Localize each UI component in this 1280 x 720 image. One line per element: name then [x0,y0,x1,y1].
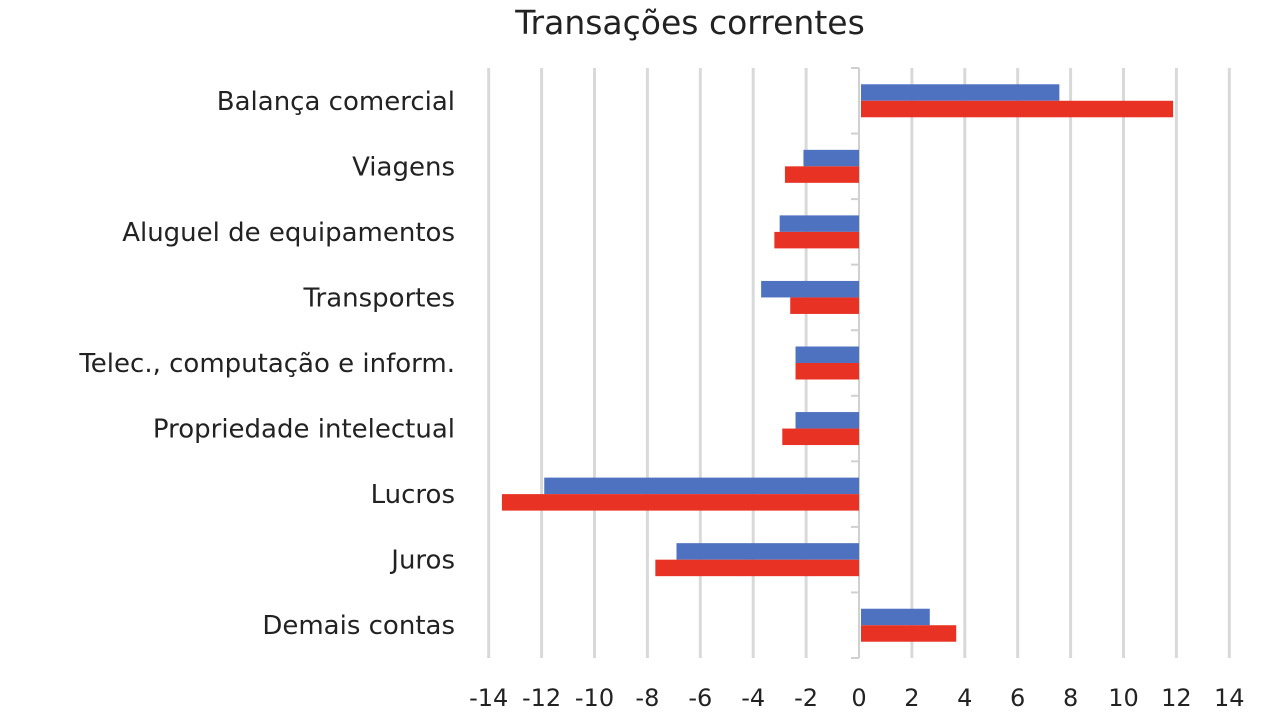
bar-series-2 [784,166,859,183]
x-tick-label: 4 [957,684,972,712]
bar-series-2 [655,559,859,577]
x-tick-label: -2 [794,684,818,712]
bar-series-1 [676,543,859,560]
x-tick-label: -4 [741,684,765,712]
bar-series-1 [795,346,859,363]
x-tick-label: 10 [1108,684,1139,712]
x-tick-label: -6 [688,684,712,712]
bar-series-1 [544,477,859,495]
bar-series-2 [861,625,957,642]
bar-series-2 [782,428,859,446]
bar-series-2 [501,494,859,511]
bar-series-1 [795,412,859,429]
bar-series-2 [861,100,1174,118]
bar-series-1 [803,149,859,167]
chart-title: Transações correntes [514,3,865,42]
x-tick-label: 0 [851,684,866,712]
bar-series-1 [861,608,930,626]
category-label: Demais contas [262,611,455,641]
bar-series-1 [779,215,859,232]
category-label: Juros [389,546,455,576]
bar-series-1 [761,280,859,298]
category-label: Aluguel de equipamentos [122,218,455,248]
x-tick-label: -10 [575,684,614,712]
x-tick-label: -14 [469,684,508,712]
x-tick-label: 14 [1214,684,1245,712]
category-label: Viagens [352,152,455,182]
category-label: Telec., computação e inform. [78,349,455,379]
category-label: Transportes [302,283,455,313]
category-label: Balança comercial [217,87,455,117]
bar-series-2 [774,231,859,249]
category-label: Lucros [371,480,455,510]
x-tick-label: -8 [635,684,659,712]
bar-series-2 [790,297,859,314]
x-tick-label: 8 [1063,684,1078,712]
x-tick-label: 2 [904,684,919,712]
x-tick-label: -12 [522,684,561,712]
category-label: Propriedade intelectual [153,415,455,445]
bar-series-1 [861,84,1060,101]
bar-series-2 [795,363,859,380]
x-tick-label: 6 [1010,684,1025,712]
x-tick-label: 12 [1161,684,1192,712]
